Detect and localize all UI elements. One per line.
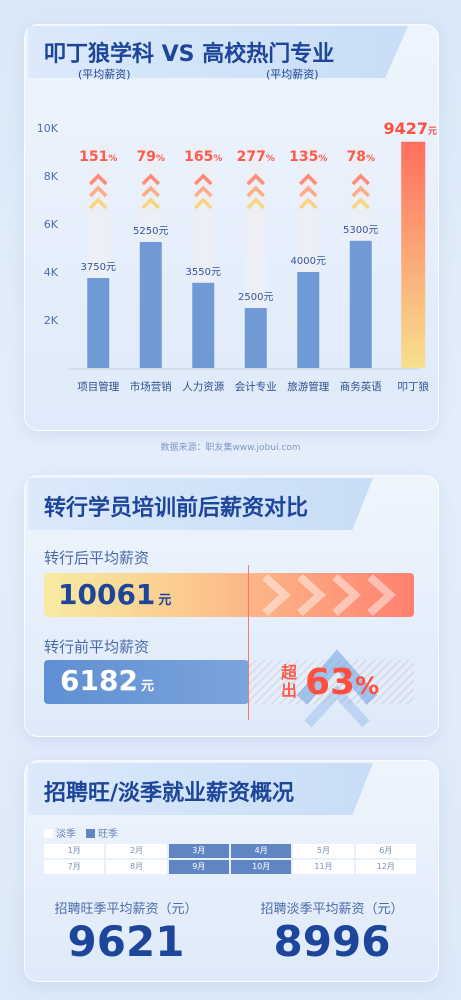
bar-value-label: 5250元: [133, 226, 168, 237]
bar-value-label: 3750元: [81, 262, 116, 273]
chevron-up-icon: [141, 185, 160, 198]
bar-value-label: 2500元: [238, 292, 273, 303]
month-cell: 11月: [293, 860, 354, 874]
month-cell: 6月: [355, 844, 416, 858]
comparison-divider: [248, 565, 249, 720]
chevron-up-icon: [89, 197, 108, 210]
month-cell: 4月: [230, 844, 292, 858]
highlight-value-label: 9427元: [383, 119, 437, 138]
x-tick-label: 人力资源: [182, 380, 224, 393]
title-banner: [28, 26, 408, 78]
after-salary-bar: [44, 573, 414, 617]
chevron-up-icon: [194, 185, 213, 198]
peak-salary-label: 招聘旺季平均薪资（元）: [54, 902, 198, 917]
bar-value-label: 5300元: [343, 225, 378, 236]
off-salary-value: 8996: [273, 917, 391, 966]
month-cell: 2月: [106, 844, 167, 858]
increase-pct-label: 277%: [237, 149, 275, 165]
season-legend: 淡季 旺季: [44, 825, 118, 840]
x-tick-label: 市场营销: [130, 380, 172, 393]
highlight-bar: [401, 141, 426, 368]
chevron-up-icon: [351, 173, 370, 186]
title-banner: [28, 478, 373, 530]
x-tick-label: 项目管理: [77, 380, 119, 393]
month-cell: 10月: [230, 860, 292, 874]
salary-bar: [139, 242, 162, 368]
y-tick-label: 8K: [44, 170, 59, 183]
month-cell: 7月: [44, 860, 105, 874]
up-arrow-icon: [296, 649, 378, 728]
month-cell: 12月: [355, 860, 416, 874]
chevron-up-icon: [141, 197, 160, 210]
increase-pct-label: 151%: [79, 149, 117, 165]
exceed-percentage: 63%: [305, 662, 380, 703]
bar-value-label: 3550元: [186, 267, 221, 278]
month-calendar: 1月 2月 3月 4月 5月 6月 7月 8月 9月 10月 11月 12月: [44, 844, 416, 874]
month-cell: 1月: [44, 844, 105, 858]
y-tick-label: 6K: [44, 218, 59, 231]
after-salary-label: 转行后平均薪资: [44, 549, 150, 567]
increase-pct-label: 78%: [346, 149, 375, 165]
x-tick-label: 商务英语: [340, 380, 382, 393]
month-cell: 9月: [168, 860, 229, 874]
chevron-up-icon: [246, 185, 265, 198]
increase-pct-label: 135%: [289, 149, 327, 165]
subtitle-left: (平均薪资): [78, 68, 131, 81]
chevron-up-icon: [89, 173, 108, 186]
y-tick-label: 2K: [44, 314, 59, 327]
section2-title: 转行学员培训前后薪资对比: [44, 496, 309, 521]
off-salary-label: 招聘淡季平均薪资（元）: [260, 902, 404, 917]
increase-pct-label: 79%: [136, 149, 165, 165]
x-tick-label: 会计专业: [235, 380, 277, 393]
chevrons-decoration: [262, 574, 396, 616]
chevron-up-icon: [351, 197, 370, 210]
section1-title: 叩丁狼学科 VS 高校热门专业: [44, 42, 335, 67]
month-cell: 5月: [293, 844, 354, 858]
salary-bar: [192, 282, 215, 368]
legend-off-season: 淡季: [44, 825, 76, 840]
increase-pct-label: 165%: [184, 149, 222, 165]
chevron-up-icon: [246, 197, 265, 210]
before-salary-label: 转行前平均薪资: [44, 638, 150, 656]
month-cell: 8月: [106, 860, 167, 874]
chevron-up-icon: [299, 173, 318, 186]
chevron-up-icon: [89, 185, 108, 198]
chevron-up-icon: [299, 197, 318, 210]
title-banner: [28, 763, 373, 815]
salary-bar: [87, 278, 110, 368]
chevron-up-icon: [194, 173, 213, 186]
salary-bar: [349, 240, 372, 368]
subtitle-right: (平均薪资): [266, 68, 319, 81]
y-tick-label: 10K: [37, 122, 59, 135]
exceed-label: 超出: [281, 663, 298, 700]
chevron-up-icon: [351, 185, 370, 198]
salary-bar: [244, 308, 267, 368]
chevron-up-icon: [246, 173, 265, 186]
after-salary-value: 10061 元: [58, 578, 172, 611]
x-tick-label: 旅游管理: [287, 380, 329, 393]
peak-salary-value: 9621: [67, 917, 185, 966]
chevron-up-icon: [299, 185, 318, 198]
chevron-up-icon: [141, 173, 160, 186]
before-salary-bar: [44, 660, 249, 704]
before-salary-value: 6182 元: [60, 664, 154, 697]
month-cell: 3月: [168, 844, 229, 858]
salary-bar-chart: 2K 4K 6K 8K 10K 3750元 151% 项目管理 5250元 79% 市场营销 3550…: [37, 119, 437, 393]
bar-value-label: 4000元: [291, 256, 326, 267]
chevron-up-icon: [194, 197, 213, 210]
data-source-note: 数据来源：职友集www.jobui.com: [160, 443, 301, 453]
section3-title: 招聘旺/淡季就业薪资概况: [44, 781, 295, 806]
salary-bar: [297, 272, 320, 368]
y-tick-label: 4K: [44, 266, 59, 279]
legend-peak-season: 旺季: [86, 825, 118, 840]
x-tick-label: 叩丁狼: [398, 380, 430, 393]
